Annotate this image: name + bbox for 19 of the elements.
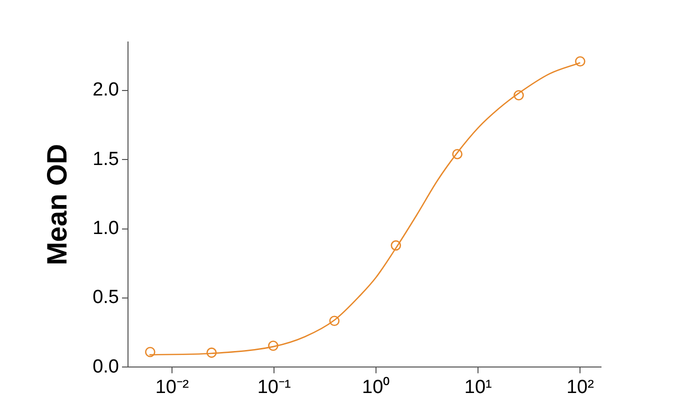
y-tick-label: 0.5 <box>92 287 120 308</box>
x-tick-label: 10¹ <box>464 376 492 398</box>
point <box>452 148 462 160</box>
y-tick-label: 1.5 <box>92 148 120 170</box>
y-axis-title: Mean OD <box>42 144 73 266</box>
point <box>514 90 524 100</box>
x-tick-label: 10⁰ <box>362 376 390 398</box>
x-tick-label: 10⁻¹ <box>257 376 291 398</box>
point <box>268 340 278 351</box>
x-tick-label: 10² <box>566 376 594 398</box>
point <box>575 56 586 67</box>
point <box>145 346 156 358</box>
point <box>206 348 217 358</box>
point <box>390 240 402 251</box>
y-tick-label: 1.0 <box>92 218 120 240</box>
point <box>329 316 340 326</box>
y-tick-label: 0.0 <box>92 356 120 378</box>
x-tick-label: 10⁻² <box>155 376 189 398</box>
y-tick-label: 2.0 <box>92 80 120 101</box>
